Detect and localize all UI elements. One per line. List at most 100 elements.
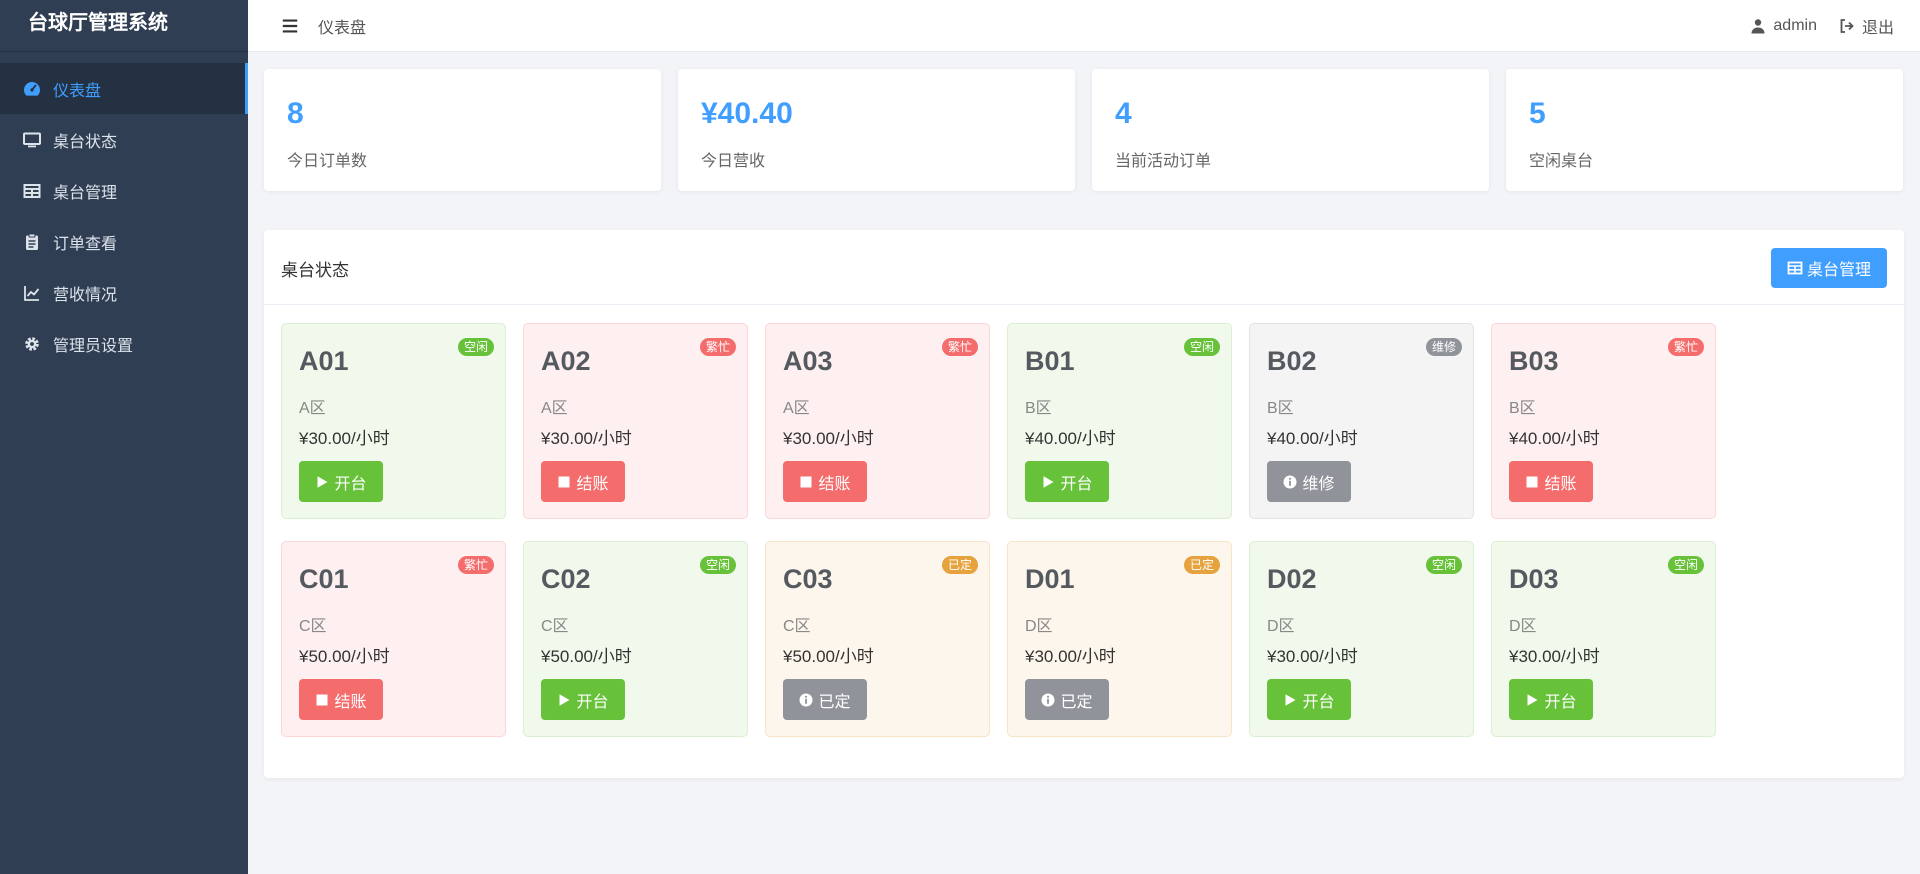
button-label: 结账 — [818, 475, 851, 493]
button-label: 结账 — [1544, 475, 1577, 493]
table-price: ¥30.00/小时 — [1025, 647, 1116, 666]
open-table-button[interactable]: 开台 — [1509, 679, 1593, 720]
stat-label: 今日订单数 — [287, 153, 368, 170]
gear-icon — [22, 334, 42, 354]
stat-value: 8 — [287, 97, 304, 130]
info-circle-icon — [1041, 693, 1055, 706]
status-badge: 繁忙 — [699, 338, 736, 356]
sidebar-item-label: 订单查看 — [53, 235, 118, 253]
table-zone: A区 — [299, 400, 326, 417]
table-card: A01 空闲 A区 ¥30.00/小时 开台 — [281, 323, 506, 519]
table-price: ¥30.00/小时 — [541, 429, 632, 448]
maintenance-button[interactable]: 维修 — [1267, 461, 1351, 502]
button-label: 已定 — [818, 693, 851, 711]
table-card: C01 繁忙 C区 ¥50.00/小时 结账 — [281, 541, 506, 737]
user-menu[interactable]: admin — [1750, 17, 1817, 35]
button-label: 桌台管理 — [1806, 262, 1871, 279]
app-title: 台球厅管理系统 — [0, 0, 248, 52]
line-chart-icon — [22, 283, 42, 303]
table-card: C02 空闲 C区 ¥50.00/小时 开台 — [523, 541, 748, 737]
booked-button[interactable]: 已定 — [783, 679, 867, 720]
sidebar: 台球厅管理系统 仪表盘 桌台状态 桌台管理 订单查看 — [0, 0, 248, 874]
stop-icon — [800, 476, 812, 487]
table-zone: A区 — [783, 400, 810, 417]
checkout-button[interactable]: 结账 — [299, 679, 383, 720]
table-name: B03 — [1509, 346, 1559, 376]
status-badge: 已定 — [941, 556, 978, 574]
checkout-button[interactable]: 结账 — [541, 461, 625, 502]
table-zone: B区 — [1025, 400, 1052, 417]
user-icon — [1751, 19, 1765, 34]
stop-icon — [1526, 476, 1538, 487]
table-grid-icon — [1787, 261, 1803, 275]
open-table-button[interactable]: 开台 — [541, 679, 625, 720]
table-zone: B区 — [1267, 400, 1294, 417]
sidebar-item-dashboard[interactable]: 仪表盘 — [0, 63, 248, 114]
button-label: 开台 — [1060, 475, 1093, 493]
table-price: ¥30.00/小时 — [1509, 647, 1600, 666]
sidebar-item-table-management[interactable]: 桌台管理 — [0, 165, 248, 216]
table-price: ¥50.00/小时 — [783, 647, 874, 666]
sidebar-item-table-status[interactable]: 桌台状态 — [0, 114, 248, 165]
dashboard-icon — [22, 79, 42, 99]
table-name: A03 — [783, 346, 833, 376]
table-card: A03 繁忙 A区 ¥30.00/小时 结账 — [765, 323, 990, 519]
table-zone: C区 — [783, 618, 811, 635]
table-price: ¥50.00/小时 — [299, 647, 390, 666]
table-price: ¥30.00/小时 — [1267, 647, 1358, 666]
table-status-panel: 桌台状态 桌台管理 A01 空闲 A区 ¥30.00/小时 开台 A02 繁忙 … — [264, 230, 1904, 778]
table-name: A01 — [299, 346, 349, 376]
play-icon — [1043, 475, 1054, 488]
table-name: D01 — [1025, 564, 1075, 594]
booked-button[interactable]: 已定 — [1025, 679, 1109, 720]
open-table-button[interactable]: 开台 — [1267, 679, 1351, 720]
status-badge: 维修 — [1425, 338, 1462, 356]
status-badge: 繁忙 — [1667, 338, 1704, 356]
table-card: B02 维修 B区 ¥40.00/小时 维修 — [1249, 323, 1474, 519]
play-icon — [1527, 693, 1538, 706]
sidebar-item-admin-settings[interactable]: 管理员设置 — [0, 318, 248, 369]
table-card: D01 已定 D区 ¥30.00/小时 已定 — [1007, 541, 1232, 737]
table-price: ¥30.00/小时 — [299, 429, 390, 448]
sign-out-icon — [1840, 19, 1854, 33]
table-card: B03 繁忙 B区 ¥40.00/小时 结账 — [1491, 323, 1716, 519]
checkout-button[interactable]: 结账 — [783, 461, 867, 502]
table-zone: C区 — [299, 618, 327, 635]
table-price: ¥40.00/小时 — [1025, 429, 1116, 448]
sidebar-item-label: 仪表盘 — [53, 82, 102, 100]
table-zone: D区 — [1509, 618, 1537, 635]
sidebar-item-label: 桌台管理 — [53, 184, 118, 202]
table-price: ¥50.00/小时 — [541, 647, 632, 666]
table-card: C03 已定 C区 ¥50.00/小时 已定 — [765, 541, 990, 737]
table-zone: D区 — [1025, 618, 1053, 635]
table-name: B02 — [1267, 346, 1317, 376]
panel-header: 桌台状态 桌台管理 — [264, 230, 1904, 305]
button-label: 开台 — [1544, 693, 1577, 711]
button-label: 开台 — [576, 693, 609, 711]
sidebar-item-orders[interactable]: 订单查看 — [0, 216, 248, 267]
sidebar-item-label: 管理员设置 — [53, 337, 134, 355]
top-header: 仪表盘 admin 退出 — [248, 0, 1920, 52]
table-name: B01 — [1025, 346, 1075, 376]
menu-toggle-icon[interactable] — [280, 16, 300, 36]
logout-button[interactable]: 退出 — [1839, 14, 1894, 38]
stat-card-today-orders: 8 今日订单数 — [264, 69, 661, 191]
table-management-button[interactable]: 桌台管理 — [1771, 248, 1887, 288]
play-icon — [559, 693, 570, 706]
table-name: C03 — [783, 564, 833, 594]
table-name: A02 — [541, 346, 591, 376]
sidebar-item-revenue[interactable]: 营收情况 — [0, 267, 248, 318]
button-label: 结账 — [334, 693, 367, 711]
logout-label: 退出 — [1861, 20, 1894, 37]
checkout-button[interactable]: 结账 — [1509, 461, 1593, 502]
open-table-button[interactable]: 开台 — [1025, 461, 1109, 502]
table-price: ¥30.00/小时 — [783, 429, 874, 448]
sidebar-item-label: 营收情况 — [53, 286, 118, 304]
status-badge: 空闲 — [699, 556, 736, 574]
open-table-button[interactable]: 开台 — [299, 461, 383, 502]
stat-label: 当前活动订单 — [1115, 153, 1212, 170]
table-name: C02 — [541, 564, 591, 594]
table-zone: A区 — [541, 400, 568, 417]
button-label: 开台 — [1302, 693, 1335, 711]
stat-value: 4 — [1115, 97, 1132, 130]
